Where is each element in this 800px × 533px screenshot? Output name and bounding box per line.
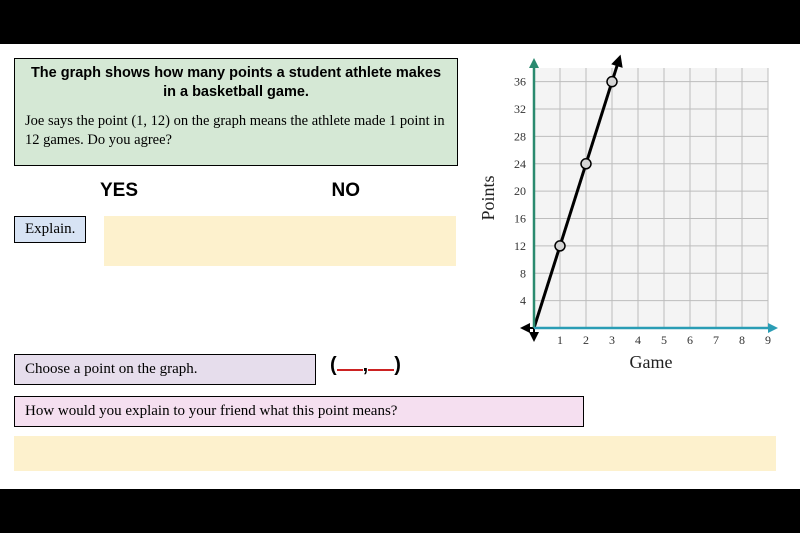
friend-explain-input[interactable]	[14, 436, 776, 471]
svg-text:12: 12	[514, 239, 526, 253]
svg-text:16: 16	[514, 212, 526, 226]
yes-choice[interactable]: YES	[100, 180, 138, 202]
question-title: The graph shows how many points a studen…	[25, 64, 447, 102]
svg-text:24: 24	[514, 157, 526, 171]
svg-text:4: 4	[520, 294, 526, 308]
svg-text:36: 36	[514, 75, 526, 89]
svg-text:32: 32	[514, 102, 526, 116]
yes-no-choices: YES NO	[100, 180, 360, 202]
x-blank[interactable]	[337, 357, 363, 371]
svg-text:5: 5	[661, 333, 667, 347]
slide: The graph shows how many points a studen…	[0, 44, 800, 489]
friend-explain-label: How would you explain to your friend wha…	[14, 396, 584, 427]
explain-input[interactable]	[104, 216, 456, 266]
svg-text:7: 7	[713, 333, 719, 347]
points-per-game-chart: 1234567894812162024283236GamePoints	[478, 54, 786, 374]
svg-text:Game: Game	[630, 352, 673, 372]
svg-text:28: 28	[514, 129, 526, 143]
choose-point-label: Choose a point on the graph.	[14, 354, 316, 385]
svg-text:3: 3	[609, 333, 615, 347]
question-body: Joe says the point (1, 12) on the graph …	[25, 112, 447, 150]
svg-text:2: 2	[583, 333, 589, 347]
svg-text:Points: Points	[478, 175, 498, 220]
svg-text:9: 9	[765, 333, 771, 347]
no-choice[interactable]: NO	[332, 180, 361, 202]
svg-text:8: 8	[739, 333, 745, 347]
coordinate-entry: (,)	[330, 354, 401, 377]
svg-text:8: 8	[520, 266, 526, 280]
svg-text:6: 6	[687, 333, 693, 347]
svg-text:4: 4	[635, 333, 641, 347]
svg-text:1: 1	[557, 333, 563, 347]
explain-label: Explain.	[14, 216, 86, 243]
svg-text:20: 20	[514, 184, 526, 198]
y-blank[interactable]	[368, 357, 394, 371]
question-box: The graph shows how many points a studen…	[14, 58, 458, 166]
